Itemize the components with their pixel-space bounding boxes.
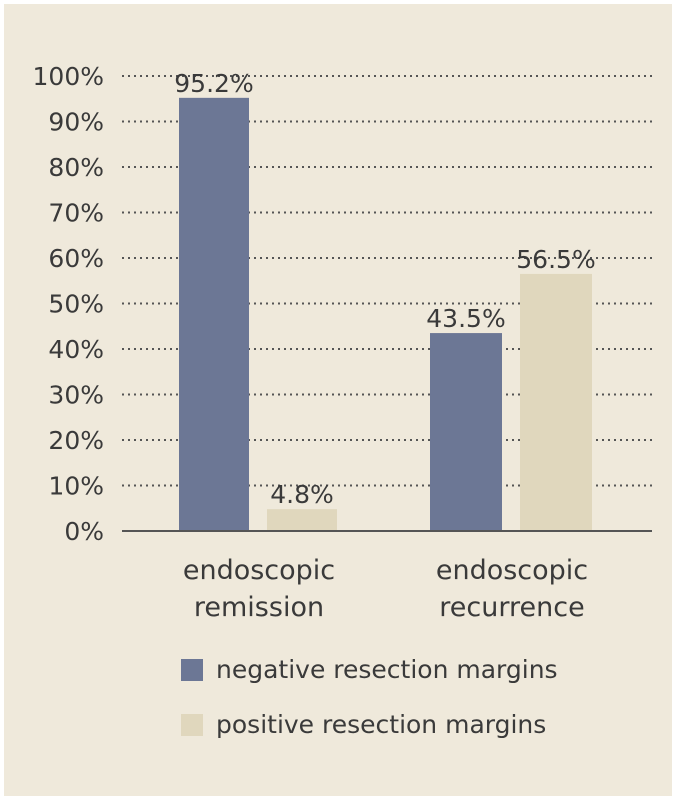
category-labels: endoscopic remission endoscopic recurrence — [183, 555, 588, 623]
value-labels: 95.2% 4.8% 43.5% 56.5% — [174, 69, 595, 509]
legend-swatch — [181, 659, 203, 681]
bar-negative-1 — [430, 333, 502, 531]
y-tick-label: 50% — [48, 290, 104, 319]
legend-swatch — [181, 714, 203, 736]
y-tick-label: 60% — [48, 244, 104, 273]
y-axis-ticks: 0% 10% 20% 30% 40% 50% 60% 70% 80% 90% 100% — [33, 62, 104, 546]
y-tick-label: 70% — [48, 199, 104, 228]
y-tick-label: 80% — [48, 153, 104, 182]
category-label: endoscopic — [436, 555, 588, 586]
y-tick-label: 100% — [33, 62, 104, 91]
legend: negative resection margins positive resec… — [181, 655, 558, 739]
bar-chart: 0% 10% 20% 30% 40% 50% 60% 70% 80% 90% 100% 95.2% 4… — [4, 4, 672, 796]
y-tick-label: 0% — [64, 517, 104, 546]
value-label: 4.8% — [270, 480, 334, 509]
bar-positive-1 — [520, 273, 592, 531]
y-tick-label: 90% — [48, 108, 104, 137]
y-tick-label: 10% — [48, 472, 104, 501]
chart-frame: 0% 10% 20% 30% 40% 50% 60% 70% 80% 90% 100% 95.2% 4… — [4, 4, 672, 796]
y-tick-label: 40% — [48, 335, 104, 364]
value-label: 56.5% — [516, 245, 595, 274]
category-label: remission — [194, 592, 324, 623]
bar-positive-0 — [267, 509, 337, 531]
legend-label: positive resection margins — [216, 710, 546, 739]
gridlines — [122, 75, 652, 487]
category-label: endoscopic — [183, 555, 335, 586]
y-tick-label: 20% — [48, 426, 104, 455]
legend-label: negative resection margins — [216, 655, 558, 684]
bar-negative-0 — [179, 97, 249, 531]
value-label: 95.2% — [174, 69, 253, 98]
category-label: recurrence — [439, 592, 584, 623]
y-tick-label: 30% — [48, 381, 104, 410]
bars — [179, 97, 592, 531]
value-label: 43.5% — [426, 304, 505, 333]
